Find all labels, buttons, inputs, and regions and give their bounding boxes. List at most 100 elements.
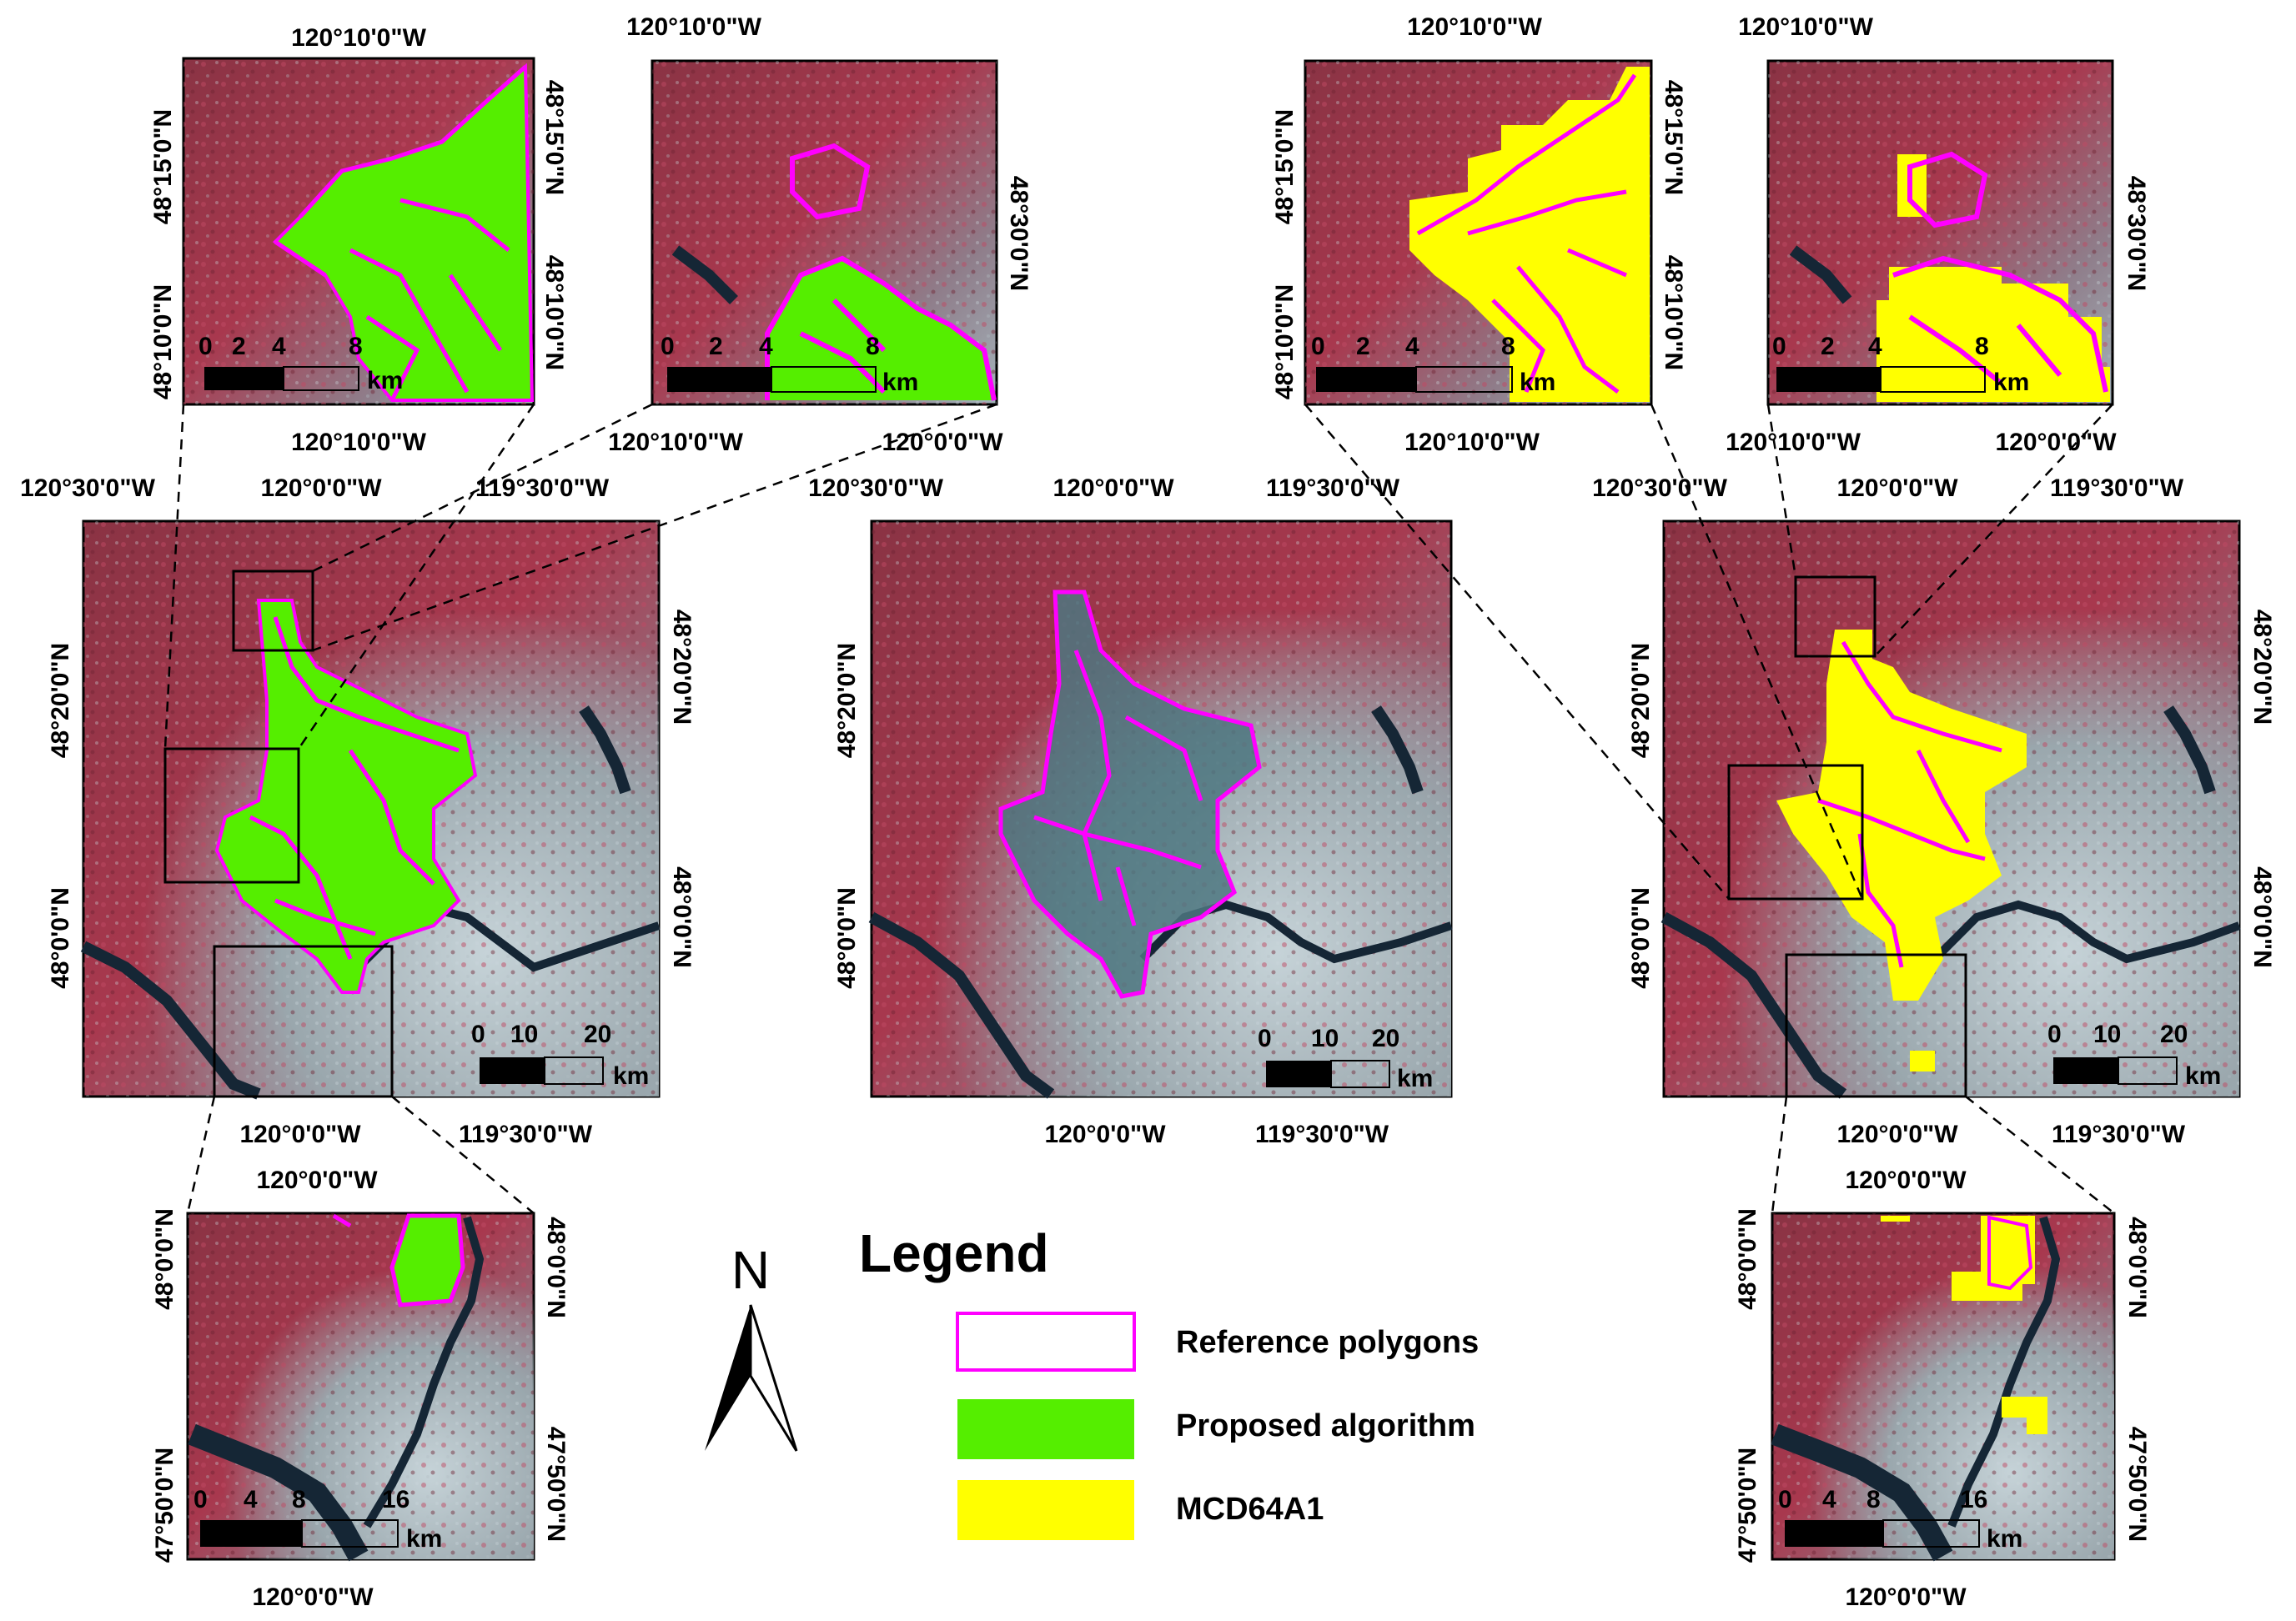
scale-tick: 8 — [349, 333, 363, 360]
river — [1771, 1423, 1953, 1562]
river — [1947, 1216, 2061, 1528]
river — [1660, 911, 1847, 1099]
burn-area-proposed — [217, 600, 475, 992]
legend-label-reference: Reference polygons — [1176, 1325, 1479, 1360]
lat-label: 48°0'0"N — [668, 866, 696, 968]
lat-label: 47°50'0"N — [1734, 1448, 1761, 1563]
reference-polygon-outline — [1987, 1215, 2033, 1291]
lat-label: 48°15'0"N — [1271, 109, 1299, 224]
lon-label: 120°0'0"W — [882, 429, 1003, 456]
inset-connector-lines — [163, 403, 2115, 1214]
lat-label: 48°15'0"N — [149, 109, 177, 224]
lat-label: 48°15'0"N — [540, 80, 568, 195]
scale-tick: 8 — [1975, 333, 1989, 360]
scale-tick: 10 — [2093, 1021, 2121, 1048]
main-map-right: 0 10 20 km 120°30'0"W 120°0'0"W 119°30'0… — [1592, 474, 2276, 1148]
scale-tick: 2 — [1821, 333, 1835, 360]
scale-tick: 0 — [1772, 333, 1786, 360]
inset-locator-box — [232, 570, 314, 652]
inset-locator-box — [1794, 575, 1876, 658]
lat-label: 48°0'0"N — [47, 887, 74, 989]
scale-unit: km — [613, 1062, 649, 1090]
legend-swatch-reference — [956, 1312, 1136, 1372]
legend-swatch-proposed — [957, 1399, 1134, 1459]
lat-label: 48°20'0"N — [2248, 610, 2276, 725]
lat-label: 48°10'0"N — [1660, 255, 1687, 370]
scale-tick: 0 — [661, 333, 675, 360]
scale-unit: km — [1993, 369, 2029, 396]
lat-label: 48°30'0"N — [2123, 176, 2150, 291]
lon-label: 120°0'0"W — [239, 1121, 361, 1148]
inset-bottom-right: 0 4 8 16 km 120°0'0"W 120°0'0"W 48°0'0"N… — [1734, 1167, 2151, 1611]
scale-tick: 0 — [1258, 1025, 1272, 1052]
north-arrow-icon — [705, 1305, 751, 1451]
water-feature — [671, 245, 738, 304]
scale-tick: 4 — [1868, 333, 1882, 360]
scale-tick: 16 — [382, 1486, 409, 1513]
scale-unit: km — [882, 369, 918, 396]
lon-label: 119°30'0"W — [2052, 1121, 2186, 1148]
lon-label: 120°10'0"W — [608, 429, 743, 456]
lat-label: 48°10'0"N — [149, 284, 177, 399]
burn-area-mcd64a1 — [1881, 1216, 2047, 1434]
scale-tick: 2 — [709, 333, 723, 360]
scale-unit: km — [406, 1525, 442, 1553]
scale-bar: 0 10 20 km — [1258, 1025, 1433, 1092]
lon-label: 120°30'0"W — [808, 474, 943, 502]
scale-bar: 0 10 20 km — [2047, 1021, 2221, 1090]
lat-label: 48°20'0"N — [1627, 643, 1655, 758]
lon-label: 120°10'0"W — [1407, 13, 1542, 41]
scale-bar: 0 2 4 8 km — [1311, 333, 1555, 396]
burn-area-proposed — [275, 67, 532, 400]
lon-label: 120°0'0"W — [1053, 474, 1174, 502]
lon-label: 120°10'0"W — [626, 13, 761, 41]
scale-tick: 0 — [2047, 1021, 2062, 1048]
legend: Legend Reference polygons Proposed algor… — [859, 1223, 1479, 1540]
scale-tick: 2 — [1356, 333, 1370, 360]
inset-top-right-2: 0 2 4 8 km 120°10'0"W 120°10'0"W 120°0'0… — [1726, 13, 2150, 456]
burn-area-mcd64a1 — [1876, 154, 2110, 402]
lat-label: 48°20'0"N — [833, 643, 861, 758]
burn-scar — [1001, 592, 1259, 996]
lat-label: 48°15'0"N — [1660, 80, 1687, 195]
lon-label: 120°10'0"W — [1738, 13, 1873, 41]
reference-polygon-outline — [1817, 640, 2002, 968]
reference-polygon-outline — [765, 143, 997, 401]
legend-swatch-mcd64a1 — [957, 1480, 1134, 1540]
scale-unit: km — [1397, 1065, 1433, 1092]
scale-tick: 0 — [193, 1486, 208, 1513]
river — [80, 941, 261, 1100]
scale-bar: 0 2 4 8 km — [198, 333, 403, 394]
lat-label: 47°50'0"N — [542, 1427, 570, 1542]
lon-label: 119°30'0"W — [2050, 474, 2184, 502]
lon-label: 120°0'0"W — [256, 1167, 378, 1194]
lake — [579, 705, 631, 795]
inset-locator-box — [163, 747, 300, 884]
scale-tick: 0 — [471, 1021, 485, 1048]
scale-tick: 8 — [292, 1486, 306, 1513]
reference-polygon-outline — [1892, 151, 2108, 393]
scale-tick: 4 — [759, 333, 773, 360]
scale-bar: 0 2 4 8 km — [661, 333, 918, 396]
main-map-left: 0 10 20 km 120°30'0"W 120°0'0"W 119°30'0… — [20, 474, 696, 1148]
scale-tick: 4 — [1822, 1486, 1836, 1513]
north-arrow: N — [705, 1240, 798, 1452]
lon-label: 120°0'0"W — [1845, 1583, 1967, 1611]
lat-label: 48°0'0"N — [833, 887, 861, 989]
scale-tick: 10 — [1311, 1025, 1339, 1052]
burn-area-mcd64a1 — [1409, 67, 1650, 402]
lake — [2163, 705, 2216, 795]
lon-label: 119°30'0"W — [459, 1121, 593, 1148]
scale-tick: 4 — [244, 1486, 258, 1513]
lon-label: 119°30'0"W — [475, 474, 610, 502]
lon-label: 120°10'0"W — [291, 429, 426, 456]
legend-label-proposed: Proposed algorithm — [1176, 1408, 1475, 1443]
lon-label: 120°10'0"W — [291, 24, 426, 52]
scale-tick: 8 — [1866, 1486, 1881, 1513]
lat-label: 48°10'0"N — [540, 255, 568, 370]
lon-label: 120°0'0"W — [1995, 429, 2117, 456]
scale-tick: 20 — [1372, 1025, 1399, 1052]
burn-area-proposed — [767, 258, 994, 400]
inset-locator-box — [213, 945, 394, 1098]
scale-tick: 20 — [2160, 1021, 2188, 1048]
